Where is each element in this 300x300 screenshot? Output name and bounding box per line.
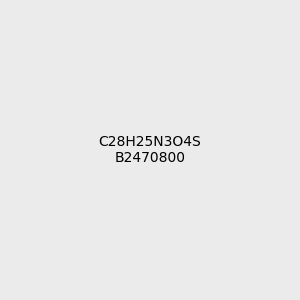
Text: C28H25N3O4S
B2470800: C28H25N3O4S B2470800 xyxy=(99,135,201,165)
